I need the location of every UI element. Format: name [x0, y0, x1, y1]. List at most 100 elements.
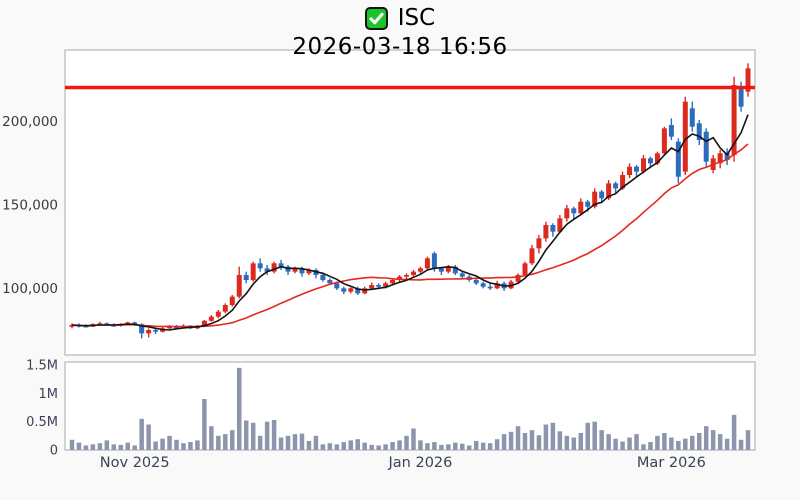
date-tick-label: Nov 2025: [100, 455, 170, 471]
candle-body: [243, 275, 249, 280]
volume-bar: [167, 435, 172, 450]
volume-bar: [153, 441, 158, 450]
volume-bar: [648, 442, 653, 450]
volume-bar: [724, 438, 730, 450]
candle-body: [97, 323, 103, 325]
volume-bar: [557, 431, 563, 450]
volume-bar: [627, 437, 632, 450]
candle-body: [285, 266, 291, 272]
volume-bar: [230, 430, 235, 450]
candle-body: [613, 183, 619, 189]
volume-bar: [334, 444, 340, 450]
candle-body: [564, 208, 570, 219]
candle-body: [738, 88, 744, 107]
volume-bar: [348, 440, 354, 450]
volume-bar: [480, 442, 486, 450]
volume-bar: [404, 435, 409, 450]
volume-bar: [132, 445, 137, 450]
candle-body: [222, 305, 228, 312]
volume-bar: [111, 444, 117, 450]
volume-panel: [64, 361, 756, 451]
candle-body: [689, 108, 695, 127]
candle-body: [452, 266, 458, 274]
volume-bar: [195, 440, 200, 450]
candle-body: [431, 253, 437, 269]
candle-body: [536, 238, 542, 249]
volume-bar: [299, 433, 305, 450]
candle-body: [640, 158, 646, 172]
candle-body: [522, 263, 528, 275]
candle-body: [571, 208, 577, 214]
candle-body: [529, 248, 535, 264]
volume-bar: [676, 440, 681, 450]
volume-bar: [690, 435, 695, 450]
candle-body: [661, 128, 667, 154]
candle-body: [334, 283, 340, 289]
candle-body: [668, 125, 674, 137]
volume-bar: [125, 442, 130, 450]
candle-body: [620, 175, 626, 189]
candle-body: [201, 320, 207, 326]
volume-bar: [446, 444, 451, 450]
candle-body: [578, 201, 584, 214]
volume-bar: [494, 439, 500, 450]
candle-body: [599, 191, 605, 199]
volume-bar: [90, 444, 96, 450]
volume-bar: [250, 422, 256, 450]
volume-bar: [139, 418, 144, 450]
date-axis-labels: Nov 2025 Jan 2026 Mar 2026: [100, 455, 706, 471]
candle-body: [745, 68, 751, 92]
volume-bar: [425, 443, 430, 450]
volume-bar: [411, 428, 416, 450]
volume-bar: [613, 438, 618, 450]
candle-body: [383, 283, 389, 287]
candle-body: [229, 296, 235, 305]
candle-body: [410, 271, 416, 275]
volume-tick-label: 1M: [39, 387, 59, 402]
candle-body: [257, 263, 263, 269]
volume-bar: [696, 433, 702, 450]
price-tick-label: 100,000: [2, 281, 58, 297]
volume-bar: [578, 433, 584, 450]
ma5-line: [71, 114, 749, 331]
volume-bar: [376, 445, 381, 450]
candle-body: [327, 280, 333, 284]
candle-body: [445, 266, 451, 272]
volume-bar: [606, 434, 611, 450]
volume-bar: [181, 443, 186, 450]
candle-body: [299, 268, 305, 274]
volume-bar: [466, 445, 472, 450]
volume-bar: [97, 443, 103, 450]
candle-body: [83, 325, 89, 328]
volume-bar: [313, 435, 319, 450]
candle-body: [306, 270, 312, 274]
volume-bar: [174, 439, 179, 450]
volume-bar: [655, 435, 660, 450]
volume-bar: [390, 442, 395, 450]
volume-tick-label: 1.5M: [26, 359, 58, 374]
candle-body: [292, 268, 298, 272]
candle-body: [515, 275, 521, 282]
volume-bar: [550, 422, 556, 450]
volume-bar: [83, 445, 89, 450]
volume-bar: [745, 430, 751, 450]
volume-bar: [592, 421, 597, 450]
volume-bar: [355, 439, 360, 450]
candle-body: [125, 322, 131, 325]
volume-bar: [264, 421, 270, 450]
candle-body: [362, 288, 368, 294]
date-tick-label: Jan 2026: [388, 455, 453, 471]
candle-body: [550, 225, 556, 232]
volume-bar: [473, 440, 479, 450]
candle-body: [731, 85, 737, 155]
volume-bar: [202, 399, 207, 450]
volume-bar: [292, 434, 298, 450]
volume-series: [69, 367, 751, 450]
volume-bar: [369, 444, 374, 450]
volume-bar: [662, 433, 667, 450]
candle-body: [320, 275, 326, 280]
volume-bar: [703, 426, 709, 450]
candle-body: [139, 324, 145, 334]
volume-bar: [460, 443, 465, 450]
